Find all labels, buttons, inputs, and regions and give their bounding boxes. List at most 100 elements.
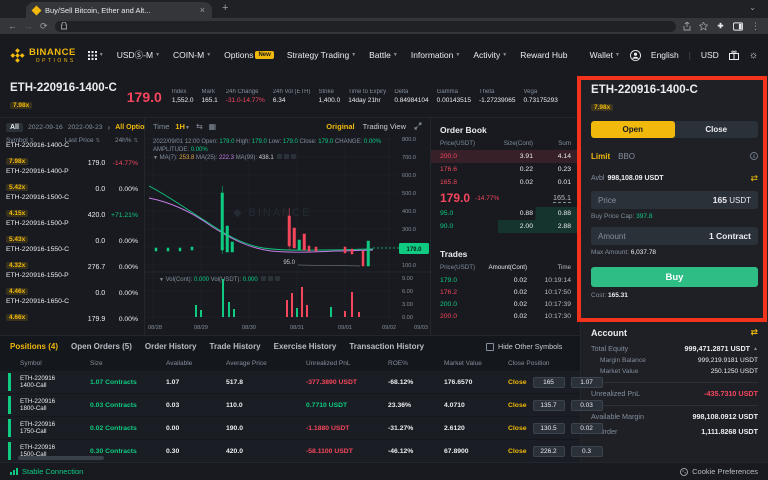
indicator-toggle-icon[interactable] [291, 154, 297, 159]
indicators-icon[interactable]: ▦ [208, 121, 217, 131]
open-tab[interactable]: Open [591, 121, 675, 138]
hide-other-symbols[interactable]: Hide Other Symbols [486, 342, 562, 351]
position-row[interactable]: ETH-220916 1500-Call 0.30 Contracts 0.30 … [0, 440, 603, 462]
tab-order-history[interactable]: Order History [144, 341, 197, 351]
close-position-button[interactable]: Close [508, 447, 527, 455]
nav-reward-hub[interactable]: Reward Hub [520, 50, 568, 60]
total-equity-row[interactable]: Total Equity 999,471.2871 USDT ▲ [591, 344, 758, 353]
share-icon[interactable] [683, 21, 691, 31]
bid-row[interactable]: 90.0 2.00 2.88 [431, 220, 580, 233]
watchlist-row[interactable]: ETH-220916-1550-C 4.32x 276.7 0.00% [0, 246, 144, 276]
watchlist-row[interactable]: ETH-220916-1550-P 4.46x 0.0 0.00% [0, 272, 144, 302]
nav-currency[interactable]: USD [700, 50, 719, 60]
reload-icon[interactable]: ⟳ [40, 20, 48, 31]
tab-close-icon[interactable]: × [199, 5, 205, 15]
close-position-button[interactable]: Close [508, 424, 527, 432]
extensions-puzzle-icon[interactable] [716, 22, 725, 31]
nav-information[interactable]: Information ▼ [410, 50, 461, 60]
checkbox-icon[interactable] [486, 342, 494, 351]
indicator-toggle-icon[interactable] [268, 276, 274, 281]
tab-open-orders[interactable]: Open Orders (5) [71, 341, 132, 351]
watchlist-row[interactable]: ETH-220916-1650-C 4.66x 179.9 0.00% [0, 298, 144, 328]
bookmark-star-icon[interactable] [699, 21, 708, 31]
theme-toggle-icon[interactable]: ☼ [748, 49, 758, 61]
sort-icon[interactable]: ⇅ [133, 138, 138, 144]
watchlist-tab-all[interactable]: All [6, 123, 23, 132]
indicator-toggle-icon[interactable] [284, 154, 290, 159]
compare-icon[interactable]: ⇆ [195, 121, 203, 131]
nav-coin-m[interactable]: COIN-M ▼ [173, 50, 212, 60]
tab-trade-history[interactable]: Trade History [209, 341, 261, 351]
indicator-toggle-icon[interactable] [277, 154, 283, 159]
watchlist-tab-date1[interactable]: 2022-09-16 [27, 124, 63, 131]
sort-icon[interactable]: ⇅ [29, 138, 35, 144]
ask-row[interactable]: 200.0 3.91 4.14 [431, 150, 580, 163]
tab-transaction-history[interactable]: Transaction History [349, 341, 425, 351]
position-row[interactable]: ETH-220916 1400-Call 1.07 Contracts 1.07 … [0, 371, 603, 393]
price-chart[interactable]: ◆ BINANCE [145, 134, 430, 335]
all-options-link[interactable]: All Options [115, 124, 153, 131]
bid-row[interactable]: 95.0 0.88 0.88 [431, 207, 580, 220]
chart-tab-original[interactable]: Original [326, 121, 355, 131]
interval-select[interactable]: 1H▼ [175, 121, 190, 131]
close-qty-input[interactable]: 0.02 [570, 422, 603, 434]
new-tab-button[interactable]: + [222, 2, 229, 14]
close-price-input[interactable]: 226.2 [532, 445, 565, 457]
indicator-toggle-icon[interactable] [275, 276, 281, 281]
cookie-preferences-link[interactable]: Cookie Preferences [692, 467, 758, 476]
close-price-input[interactable]: 135.7 [532, 399, 565, 411]
watchlist-more-arrow[interactable]: › [107, 123, 111, 132]
user-avatar-icon[interactable] [629, 49, 641, 61]
close-position-button[interactable]: Close [508, 401, 527, 409]
forward-icon[interactable]: → [24, 21, 33, 31]
close-position-button[interactable]: Close [508, 378, 527, 386]
close-price-input[interactable]: 165 [532, 376, 565, 388]
chart-tab-tradingview[interactable]: Trading View [362, 121, 406, 131]
ask-row[interactable]: 176.6 0.22 0.23 [440, 166, 571, 173]
gift-icon[interactable] [728, 50, 739, 60]
sort-icon[interactable]: ⇅ [95, 138, 100, 144]
horizontal-scrollbar[interactable] [18, 456, 104, 460]
expand-icon[interactable] [414, 122, 422, 130]
chevron-down-icon: ▼ [392, 52, 398, 58]
back-icon[interactable]: ← [8, 21, 17, 31]
browser-sidebar-icon[interactable] [733, 21, 743, 31]
close-qty-input[interactable]: 1.07 [570, 376, 603, 388]
price-input[interactable]: Price 165 USDT [591, 191, 758, 209]
nav-strategy-trading[interactable]: Strategy Trading ▼ [286, 50, 357, 60]
indicator-toggle-icon[interactable] [261, 276, 267, 281]
watchlist-row[interactable]: ETH-220916-1400-P 5.42x 0.0 0.00% [0, 168, 144, 198]
transfer-icon[interactable]: ⇄ [750, 173, 758, 183]
order-type-limit[interactable]: Limit [591, 151, 611, 161]
position-row[interactable]: ETH-220916 1750-Call 0.02 Contracts 0.00 … [0, 417, 603, 439]
amount-input[interactable]: Amount 1 Contract [591, 227, 758, 245]
ask-row[interactable]: 165.8 0.02 0.01 [440, 179, 571, 186]
nav-battle[interactable]: Battle ▼ [369, 50, 398, 60]
info-icon[interactable] [750, 147, 758, 165]
window-chevron-icon[interactable]: ⌄ [749, 3, 756, 12]
apps-grid-icon[interactable]: ▼ [87, 50, 104, 60]
nav-usds-m[interactable]: USDⓈ-M ▼ [116, 50, 161, 60]
watchlist-row[interactable]: ETH-220916-1500-C 4.15x 420.0 +71.21% [0, 194, 144, 224]
nav-wallet[interactable]: Wallet ▼ [589, 50, 620, 60]
order-type-bbo[interactable]: BBO [618, 151, 636, 161]
close-qty-input[interactable]: 0.3 [570, 445, 603, 457]
tab-exercise-history[interactable]: Exercise History [273, 341, 337, 351]
close-price-input[interactable]: 130.5 [532, 422, 565, 434]
browser-tab[interactable]: Buy/Sell Bitcoin, Ether and Alt... × [26, 2, 212, 18]
browser-menu-icon[interactable]: ⋮ [751, 20, 760, 31]
nav-activity[interactable]: Activity ▼ [473, 50, 508, 60]
nav-language[interactable]: English [650, 50, 679, 60]
buy-button[interactable]: Buy [591, 267, 758, 287]
tab-positions[interactable]: Positions (4) [10, 341, 59, 351]
position-row[interactable]: ETH-220916 1800-Call 0.03 Contracts 0.03 … [0, 394, 603, 416]
watchlist-row[interactable]: ETH-220916-1500-P 5.43x 0.0 0.00% [0, 220, 144, 250]
transfer-icon[interactable]: ⇄ [750, 327, 758, 337]
watchlist-tab-date2[interactable]: 2022-09-23 [67, 124, 103, 131]
address-bar[interactable] [54, 20, 676, 32]
nav-options[interactable]: Options New [224, 50, 274, 60]
watchlist-row[interactable]: ETH-220916-1400-C 7.98x 179.0 -14.77% [0, 142, 144, 172]
close-tab[interactable]: Close [705, 125, 728, 134]
binance-options-logo[interactable]: BINANCE OPTIONS [10, 47, 76, 64]
close-qty-input[interactable]: 0.03 [570, 399, 603, 411]
